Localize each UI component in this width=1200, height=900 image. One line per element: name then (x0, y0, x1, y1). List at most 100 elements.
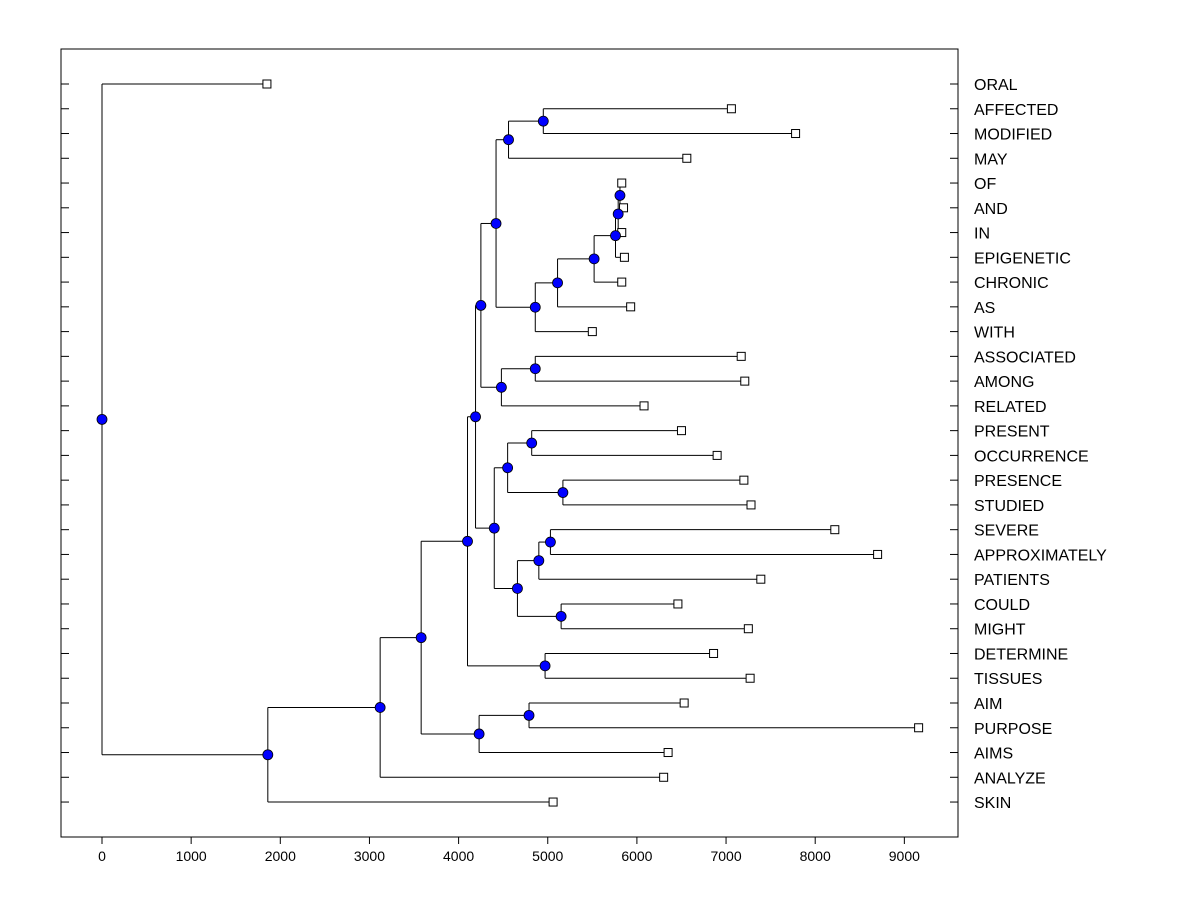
merge-node (526, 437, 538, 449)
merge-node (462, 535, 473, 547)
merge-node (512, 583, 523, 594)
leaf-marker (619, 252, 629, 262)
merge-node (495, 381, 507, 393)
x-tick-label: 8000 (800, 848, 831, 864)
leaf-marker (756, 574, 766, 584)
leaf-marker (617, 277, 627, 287)
leaf-labels: ORAL AFFECTED MODIFIED MAY OF AND IN EPIGENETIC… (974, 77, 1107, 812)
merge-node (557, 487, 569, 498)
leaf-label: APPROXIMATELY (974, 547, 1107, 564)
leaf-marker (617, 178, 627, 188)
merge-node (262, 749, 274, 761)
x-tick-label: 6000 (621, 848, 652, 864)
merge-node (614, 190, 626, 201)
leaf-label: PRESENCE (974, 473, 1062, 490)
x-tick-label: 2000 (265, 848, 296, 864)
leaf-label: DETERMINE (974, 646, 1068, 663)
leaf-marker (726, 104, 736, 114)
leaf-marker (830, 525, 840, 535)
leaf-label: EPIGENETIC (974, 250, 1071, 267)
leaf-marker (743, 624, 753, 634)
leaf-marker (712, 450, 722, 460)
merge-node (539, 660, 551, 672)
leaf-label: CHRONIC (974, 275, 1049, 292)
merge-node (533, 555, 545, 567)
merge-node (470, 411, 481, 423)
x-tick-label: 1000 (176, 848, 207, 864)
merge-node (473, 728, 485, 740)
leaf-label: MAY (974, 151, 1008, 168)
leaf-marker (746, 500, 756, 510)
leaf-marker (745, 673, 755, 683)
leaf-label: SEVERE (974, 523, 1039, 540)
leaf-label: AS (974, 300, 995, 317)
leaf-label: WITH (974, 325, 1015, 342)
merge-nodes (96, 115, 626, 761)
merge-node (374, 702, 386, 713)
leaf-label: AFFECTED (974, 102, 1058, 119)
merge-node (552, 277, 563, 289)
leaf-label: OF (974, 176, 996, 193)
leaf-marker (676, 426, 686, 436)
merge-node (415, 632, 427, 644)
leaf-marker (739, 475, 749, 485)
leaf-label: AIMS (974, 746, 1013, 763)
leaf-label: ASSOCIATED (974, 349, 1076, 366)
leaf-label: AND (974, 201, 1008, 218)
leaf-label: SKIN (974, 795, 1011, 812)
leaf-markers (262, 79, 924, 807)
x-tick-label: 0 (98, 848, 106, 864)
leaf-marker (659, 772, 669, 782)
leaf-label: TISSUES (974, 671, 1042, 688)
merge-node (545, 536, 556, 548)
x-tick-label: 4000 (443, 848, 474, 864)
leaf-marker (740, 376, 750, 386)
leaf-marker (736, 351, 746, 361)
leaf-marker (914, 723, 924, 733)
merge-node (612, 208, 624, 220)
x-tick-label: 9000 (889, 848, 920, 864)
leaf-marker (873, 549, 883, 559)
merge-node (96, 413, 108, 425)
leaf-label: PATIENTS (974, 572, 1050, 589)
leaf-label: MIGHT (974, 622, 1026, 639)
plot-frame (60, 48, 959, 838)
leaf-marker (587, 327, 597, 337)
merge-node (529, 363, 541, 375)
leaf-marker (626, 302, 636, 312)
leaf-marker (791, 129, 801, 139)
merge-node (490, 218, 502, 229)
leaf-marker (709, 648, 719, 658)
x-tick-label: 7000 (710, 848, 741, 864)
leaf-label: ANALYZE (974, 770, 1046, 787)
leaf-label: PRESENT (974, 424, 1050, 441)
leaf-label: AIM (974, 696, 1002, 713)
leaf-label: IN (974, 226, 990, 243)
leaf-label: STUDIED (974, 498, 1044, 515)
dendrogram-links (101, 83, 919, 803)
leaf-marker (663, 748, 673, 758)
merge-node (488, 522, 500, 534)
leaf-marker (619, 203, 629, 213)
x-tick-label: 5000 (532, 848, 563, 864)
merge-node (588, 253, 600, 265)
leaf-label: AMONG (974, 374, 1034, 391)
leaf-marker (673, 599, 683, 609)
merge-node (502, 462, 514, 474)
leaf-marker (679, 698, 689, 708)
merge-node (537, 115, 549, 127)
leaf-marker (682, 153, 692, 163)
merge-node (475, 299, 487, 311)
leaf-label: PURPOSE (974, 721, 1052, 738)
merge-node (523, 709, 535, 721)
merge-node (503, 134, 514, 146)
x-tick-label: 3000 (354, 848, 385, 864)
leaf-marker (639, 401, 649, 411)
merge-node (610, 230, 621, 242)
leaf-label: COULD (974, 597, 1030, 614)
leaf-marker (548, 797, 558, 807)
merge-node (555, 610, 567, 622)
leaf-label: OCCURRENCE (974, 448, 1089, 465)
axis-ticks: 0 1000 2000 3000 4000 5000 6000 7000 8000 9000 (61, 83, 958, 864)
